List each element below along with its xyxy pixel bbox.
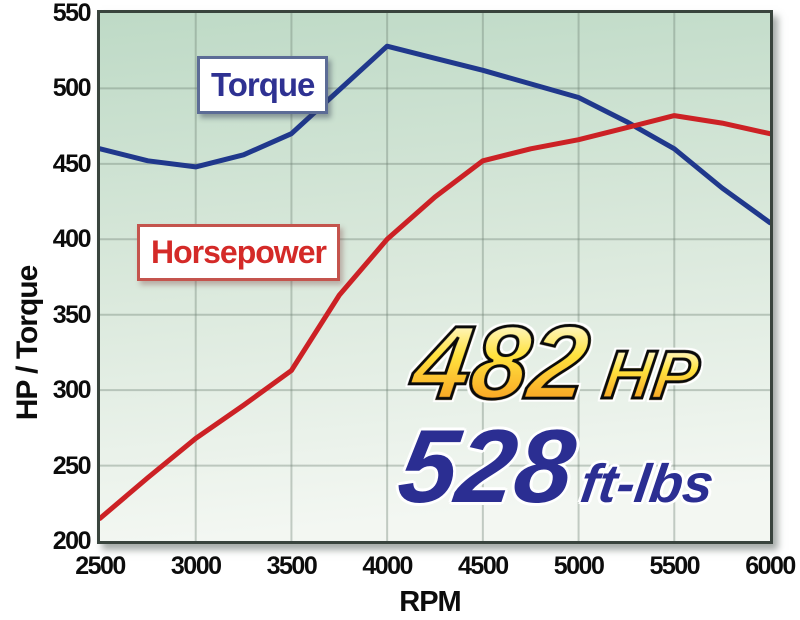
x-tick-label: 4000 [362, 552, 413, 580]
x-tick-label: 3500 [266, 552, 318, 580]
y-tick-label: 300 [52, 376, 92, 405]
y-tick-label: 200 [52, 527, 92, 555]
x-tick-label: 3000 [170, 552, 222, 580]
x-tick-label: 2500 [75, 552, 126, 580]
peak-torque-value: 528 [391, 409, 582, 525]
x-tick-label: 4500 [458, 552, 509, 580]
peak-torque-callout: 528 ft-lbs [391, 409, 722, 525]
y-tick-label: 350 [52, 300, 92, 329]
x-tick-label: 5500 [649, 552, 700, 580]
horsepower-curve [100, 113, 770, 521]
y-tick-label: 500 [52, 74, 92, 103]
horsepower-series-label: Horsepower [137, 224, 340, 281]
peak-torque-unit: ft-lbs [576, 454, 718, 514]
peak-hp-callout: 482 HP [404, 304, 707, 423]
torque-curve [100, 43, 770, 226]
torque-series-label: Torque [197, 56, 329, 114]
peak-hp-value: 482 [404, 304, 597, 423]
x-tick-label: 5000 [553, 552, 605, 580]
y-tick-label: 400 [52, 225, 92, 254]
x-tick-label: 6000 [745, 552, 796, 580]
peak-hp-unit: HP [597, 336, 705, 415]
y-tick-label: 450 [52, 149, 92, 178]
y-tick-label: 550 [52, 0, 92, 27]
x-axis-title: RPM [399, 586, 461, 618]
y-tick-label: 250 [52, 451, 92, 480]
